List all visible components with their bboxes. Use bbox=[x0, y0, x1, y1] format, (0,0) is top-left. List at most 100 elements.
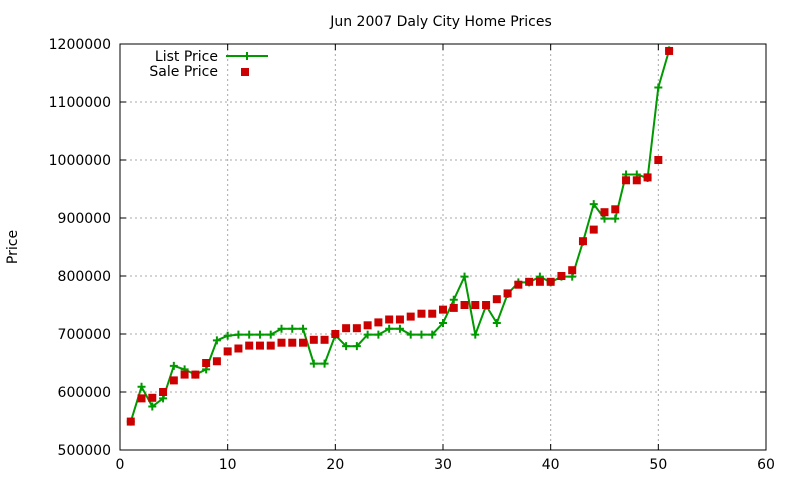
list-price-point bbox=[406, 330, 415, 339]
sale-price-point bbox=[503, 289, 512, 298]
list-price-point bbox=[266, 330, 275, 339]
sale-price-point bbox=[557, 272, 566, 280]
sale-price-point bbox=[632, 176, 641, 185]
sale-price-point bbox=[546, 277, 555, 286]
sale-price-point bbox=[535, 277, 544, 286]
sale-price-point bbox=[266, 341, 275, 350]
sale-price-point bbox=[406, 312, 415, 321]
sale-price-point bbox=[374, 318, 383, 327]
legend-label-list-price: List Price bbox=[155, 49, 218, 65]
sale-price-point bbox=[169, 376, 178, 385]
x-tick-label: 60 bbox=[757, 457, 775, 473]
list-price-point bbox=[212, 336, 221, 345]
list-price-point bbox=[374, 330, 383, 339]
sale-price-point bbox=[654, 156, 663, 164]
list-price-point bbox=[299, 324, 308, 333]
x-tick-label: 20 bbox=[326, 457, 344, 473]
list-price-point bbox=[277, 324, 286, 333]
plot-frame bbox=[119, 43, 767, 451]
list-price-point bbox=[363, 330, 372, 339]
sale-price-point bbox=[589, 225, 598, 234]
list-price-point bbox=[352, 342, 361, 351]
sale-price-point bbox=[428, 309, 437, 318]
sale-price-point bbox=[395, 315, 404, 324]
x-tick-label: 0 bbox=[116, 457, 125, 473]
list-price-point bbox=[234, 330, 243, 339]
sale-price-point bbox=[126, 417, 135, 426]
sale-price-point bbox=[611, 205, 620, 214]
sale-price-point bbox=[202, 359, 211, 367]
sale-price-point bbox=[643, 173, 652, 182]
sale-price-point bbox=[578, 237, 587, 246]
sale-price-point bbox=[492, 295, 501, 304]
sale-price-point bbox=[600, 208, 609, 217]
list-price-point bbox=[342, 342, 351, 351]
y-tick-label: 1200000 bbox=[49, 37, 111, 53]
list-price-point bbox=[309, 359, 318, 368]
x-tick-label: 10 bbox=[219, 457, 237, 473]
plot-series bbox=[126, 46, 674, 426]
sale-price-point bbox=[331, 330, 340, 338]
list-price-point bbox=[169, 361, 178, 370]
x-tick-label: 40 bbox=[542, 457, 560, 473]
axis-ticks: 500000 600000 700000 800000 900000 1000000 110… bbox=[49, 37, 775, 473]
sale-price-point bbox=[439, 305, 447, 314]
list-price-point bbox=[223, 331, 232, 340]
sale-price-point bbox=[665, 46, 674, 55]
list-price-point bbox=[460, 272, 469, 281]
sale-price-point bbox=[191, 370, 200, 379]
list-price-point bbox=[255, 330, 264, 339]
list-price-point bbox=[492, 318, 501, 327]
sale-price-point bbox=[342, 324, 351, 333]
sale-price-point bbox=[277, 338, 286, 347]
list-price-point bbox=[417, 330, 426, 339]
list-price-point bbox=[395, 324, 404, 333]
sale-price-point bbox=[320, 335, 329, 344]
sale-price-point bbox=[568, 266, 577, 275]
x-tick-label: 50 bbox=[649, 457, 667, 473]
sale-price-point bbox=[460, 301, 469, 309]
list-price-point bbox=[589, 200, 598, 209]
y-tick-label: 800000 bbox=[58, 269, 111, 285]
list-price-point bbox=[320, 359, 329, 368]
sale-price-point bbox=[223, 347, 232, 356]
y-axis-label: Price bbox=[5, 230, 21, 264]
list-price-point bbox=[449, 295, 458, 304]
sale-price-point bbox=[180, 370, 189, 379]
sale-price-point bbox=[471, 301, 480, 309]
sale-price-point bbox=[212, 357, 221, 366]
sale-price-point bbox=[309, 335, 318, 344]
legend-marker-sale-price bbox=[241, 68, 249, 76]
sale-price-point bbox=[137, 394, 146, 403]
sale-price-point bbox=[514, 280, 523, 289]
sale-price-point bbox=[148, 393, 157, 402]
y-tick-label: 900000 bbox=[58, 211, 111, 227]
list-price-point bbox=[471, 330, 480, 339]
list-price-point bbox=[288, 324, 297, 333]
sale-price-point bbox=[288, 338, 297, 347]
sale-price-point bbox=[234, 344, 243, 353]
x-tick-label: 30 bbox=[434, 457, 452, 473]
sale-price-point bbox=[622, 176, 631, 185]
y-tick-label: 1000000 bbox=[49, 153, 111, 169]
y-tick-label: 600000 bbox=[58, 385, 111, 401]
chart-title: Jun 2007 Daly City Home Prices bbox=[329, 14, 552, 30]
list-price-point bbox=[137, 382, 146, 391]
list-price-point bbox=[148, 402, 157, 411]
sale-price-point bbox=[449, 303, 458, 312]
list-price-point bbox=[385, 324, 394, 333]
list-price-point bbox=[439, 318, 447, 327]
list-price-line bbox=[129, 50, 671, 422]
y-tick-label: 1100000 bbox=[49, 95, 111, 111]
sale-price-point bbox=[255, 341, 264, 350]
list-price-point bbox=[654, 83, 663, 92]
sale-price-point bbox=[245, 341, 254, 350]
y-tick-label: 700000 bbox=[58, 327, 111, 343]
sale-price-point bbox=[525, 277, 534, 286]
sale-price-point bbox=[417, 309, 426, 318]
sale-price-point bbox=[159, 388, 168, 396]
list-price-point bbox=[611, 214, 620, 223]
legend-marker-list-price bbox=[243, 52, 251, 60]
